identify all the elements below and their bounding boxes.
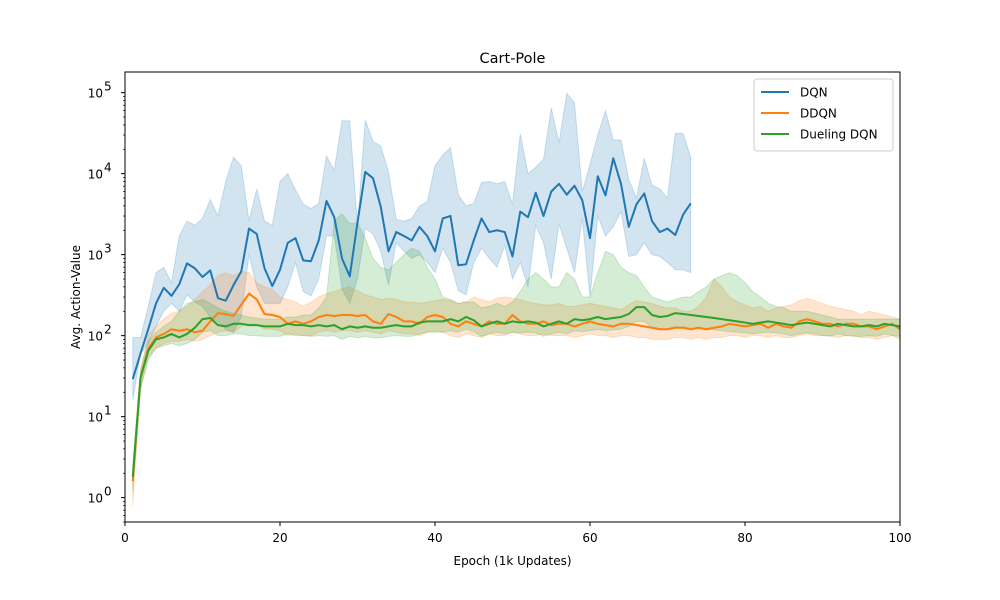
chart-title: Cart-Pole [480, 51, 546, 67]
series-lines [131, 157, 901, 482]
y-axis-label: Avg. Action-Value [69, 245, 83, 349]
y-tick-exponent: 5 [104, 80, 112, 94]
band-dqn [132, 92, 692, 401]
legend: DQN DDQN Dueling DQN [753, 78, 894, 152]
x-tick-label: 60 [582, 531, 597, 545]
x-tick-label: 100 [889, 531, 912, 545]
y-tick-exponent: 2 [104, 323, 112, 337]
y-tick-label: 10 [88, 87, 103, 101]
y-tick-exponent: 3 [104, 242, 112, 256]
legend-label-ddqn: DDQN [800, 107, 837, 121]
x-tick-label: 80 [737, 531, 752, 545]
y-tick-label: 10 [88, 411, 103, 425]
x-tick-label: 40 [427, 531, 442, 545]
legend-label-dueling-dqn: Dueling DQN [800, 128, 878, 142]
y-tick-exponent: 0 [104, 485, 112, 499]
y-tick-label: 10 [88, 492, 103, 506]
y-tick-label: 10 [88, 168, 103, 182]
x-tick-label: 20 [272, 531, 287, 545]
line-ddqn [131, 292, 901, 482]
confidence-bands [132, 92, 901, 506]
line-dqn [131, 157, 692, 380]
legend-label-dqn: DQN [800, 86, 828, 100]
line-dueling-dqn [131, 306, 901, 478]
y-tick-exponent: 1 [104, 404, 112, 418]
y-tick-label: 10 [88, 249, 103, 263]
y-tick-label: 10 [88, 330, 103, 344]
x-axis: 0 20 40 60 80 100 [121, 522, 911, 545]
x-axis-label: Epoch (1k Updates) [453, 554, 571, 568]
x-tick-label: 0 [121, 531, 129, 545]
y-tick-exponent: 4 [104, 161, 112, 175]
